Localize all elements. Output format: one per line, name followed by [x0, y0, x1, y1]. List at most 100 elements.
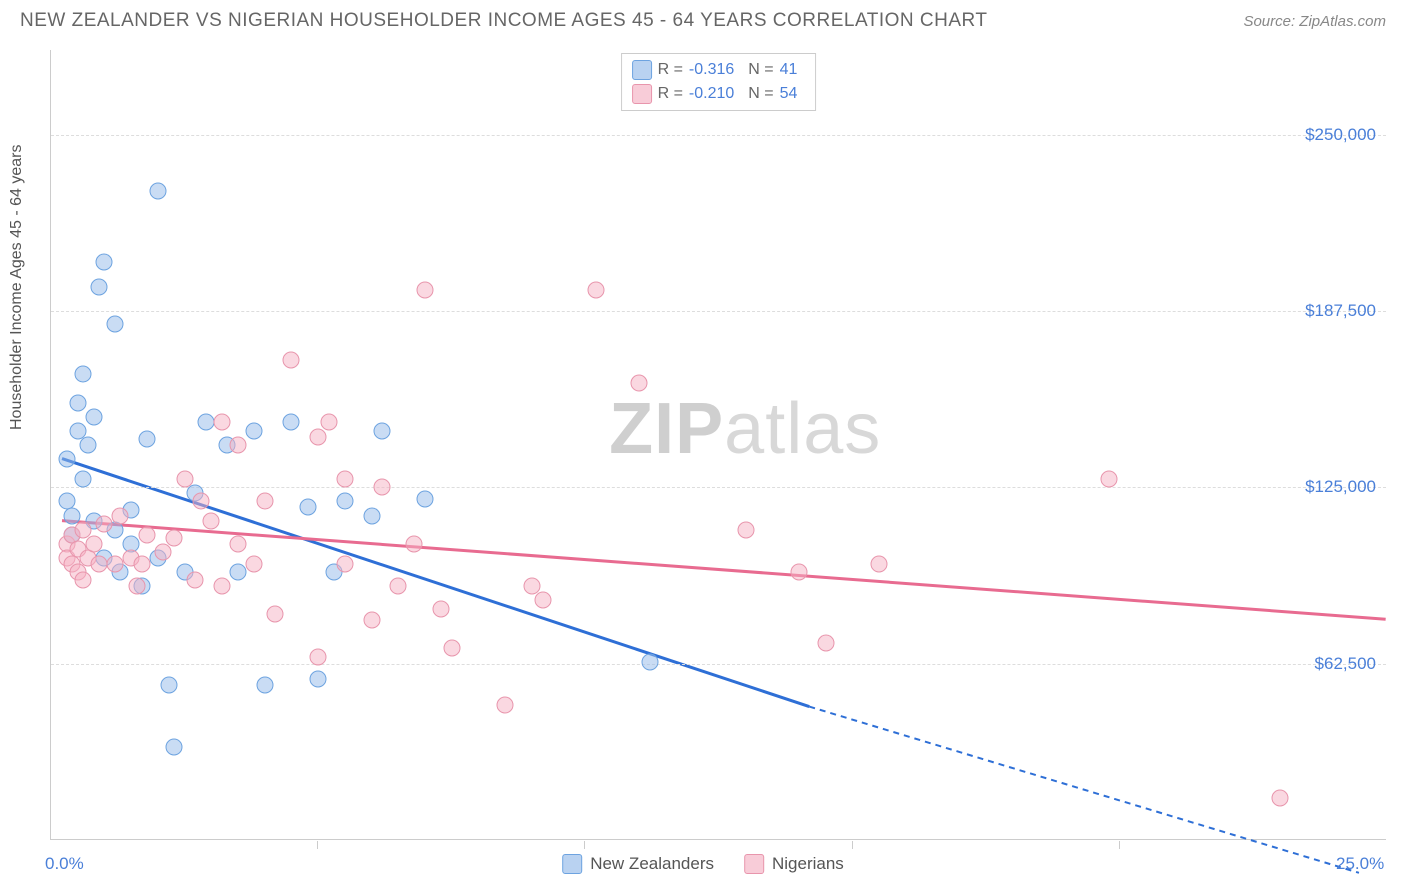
scatter-point	[363, 611, 380, 628]
scatter-point	[139, 527, 156, 544]
scatter-point	[390, 578, 407, 595]
scatter-point	[299, 499, 316, 516]
r-label: R =	[658, 85, 683, 103]
trend-line	[62, 459, 809, 707]
legend-swatch-icon	[744, 854, 764, 874]
legend-swatch-icon	[632, 60, 652, 80]
scatter-point	[91, 555, 108, 572]
scatter-point	[96, 253, 113, 270]
scatter-point	[817, 634, 834, 651]
scatter-point	[534, 592, 551, 609]
scatter-point	[406, 535, 423, 552]
scatter-point	[165, 530, 182, 547]
scatter-point	[96, 516, 113, 533]
scatter-point	[791, 563, 808, 580]
scatter-point	[374, 479, 391, 496]
gridline	[51, 487, 1386, 488]
scatter-point	[363, 507, 380, 524]
legend-swatch-icon	[632, 84, 652, 104]
scatter-point	[230, 535, 247, 552]
scatter-point	[160, 676, 177, 693]
legend-row-series2: R = -0.210 N = 54	[632, 82, 806, 106]
scatter-point	[112, 507, 129, 524]
scatter-point	[85, 408, 102, 425]
scatter-point	[75, 572, 92, 589]
legend-row-series1: R = -0.316 N = 41	[632, 58, 806, 82]
scatter-point	[246, 422, 263, 439]
scatter-point	[417, 281, 434, 298]
scatter-point	[214, 578, 231, 595]
scatter-point	[630, 374, 647, 391]
scatter-point	[192, 493, 209, 510]
scatter-point	[187, 572, 204, 589]
x-tick	[1119, 841, 1120, 849]
scatter-point	[197, 414, 214, 431]
scatter-point	[641, 654, 658, 671]
chart-plot-area: ZIPatlas R = -0.316 N = 41 R = -0.210 N …	[50, 50, 1386, 840]
scatter-point	[283, 414, 300, 431]
r-value: -0.316	[689, 61, 734, 79]
scatter-point	[214, 414, 231, 431]
scatter-point	[75, 470, 92, 487]
scatter-point	[75, 366, 92, 383]
correlation-legend: R = -0.316 N = 41 R = -0.210 N = 54	[621, 53, 817, 111]
n-value: 41	[780, 61, 798, 79]
legend-label: New Zealanders	[590, 854, 714, 874]
scatter-point	[374, 422, 391, 439]
scatter-point	[737, 521, 754, 538]
n-label: N =	[748, 61, 773, 79]
series-legend: New Zealanders Nigerians	[562, 854, 844, 874]
scatter-point	[310, 428, 327, 445]
y-tick-label: $125,000	[1305, 477, 1376, 497]
scatter-point	[203, 513, 220, 530]
y-tick-label: $187,500	[1305, 301, 1376, 321]
scatter-point	[443, 640, 460, 657]
scatter-point	[433, 600, 450, 617]
scatter-point	[267, 606, 284, 623]
chart-header: NEW ZEALANDER VS NIGERIAN HOUSEHOLDER IN…	[0, 0, 1406, 37]
scatter-point	[230, 563, 247, 580]
scatter-point	[107, 555, 124, 572]
scatter-point	[139, 431, 156, 448]
scatter-point	[149, 183, 166, 200]
legend-swatch-icon	[562, 854, 582, 874]
chart-title: NEW ZEALANDER VS NIGERIAN HOUSEHOLDER IN…	[20, 10, 987, 32]
gridline	[51, 135, 1386, 136]
scatter-point	[336, 470, 353, 487]
scatter-point	[176, 470, 193, 487]
scatter-point	[69, 394, 86, 411]
legend-item: New Zealanders	[562, 854, 714, 874]
scatter-point	[283, 352, 300, 369]
trend-lines-layer	[51, 50, 1386, 839]
r-value: -0.210	[689, 85, 734, 103]
scatter-point	[85, 535, 102, 552]
scatter-point	[133, 555, 150, 572]
legend-label: Nigerians	[772, 854, 844, 874]
n-value: 54	[780, 85, 798, 103]
x-tick	[584, 841, 585, 849]
scatter-point	[256, 676, 273, 693]
scatter-point	[336, 555, 353, 572]
scatter-point	[336, 493, 353, 510]
scatter-point	[230, 437, 247, 454]
scatter-point	[588, 281, 605, 298]
scatter-point	[1272, 789, 1289, 806]
y-tick-label: $62,500	[1315, 654, 1376, 674]
source-attribution: Source: ZipAtlas.com	[1243, 13, 1386, 30]
x-tick	[317, 841, 318, 849]
scatter-point	[165, 738, 182, 755]
scatter-point	[320, 414, 337, 431]
gridline	[51, 311, 1386, 312]
scatter-point	[310, 648, 327, 665]
scatter-point	[128, 578, 145, 595]
y-tick-label: $250,000	[1305, 125, 1376, 145]
trend-line	[62, 521, 1386, 620]
scatter-point	[310, 671, 327, 688]
legend-item: Nigerians	[744, 854, 844, 874]
scatter-point	[80, 437, 97, 454]
scatter-point	[256, 493, 273, 510]
scatter-point	[417, 490, 434, 507]
scatter-point	[91, 279, 108, 296]
r-label: R =	[658, 61, 683, 79]
x-tick-label: 0.0%	[45, 854, 84, 874]
